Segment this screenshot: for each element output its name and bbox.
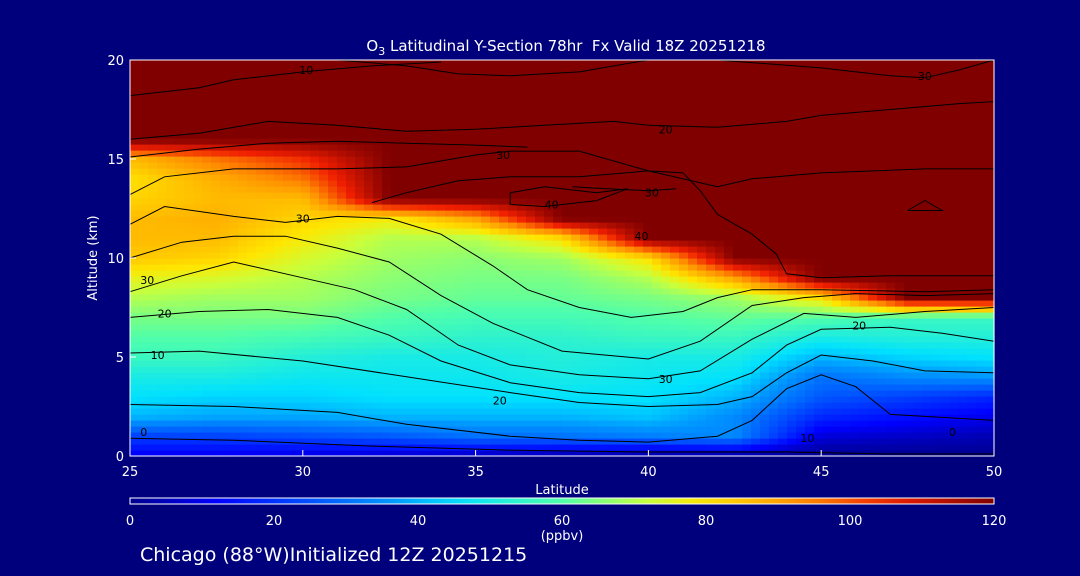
x-tick-label: 45 — [813, 465, 830, 480]
x-axis-label: Latitude — [535, 483, 589, 498]
contour-label: 0 — [949, 426, 956, 439]
contour-labels: 10 30 30 20 40 30 30 40 30 20 10 0 30 20 20 10 0 — [140, 64, 956, 445]
ozone-heatmap — [130, 60, 995, 457]
contour-line — [907, 200, 945, 211]
contour-label: 30 — [645, 187, 659, 200]
contour-label: 40 — [545, 199, 559, 212]
contour-line — [129, 61, 442, 97]
contour-label: 30 — [659, 373, 673, 386]
contour-line — [129, 101, 995, 140]
contour-line — [129, 205, 995, 318]
chart-title: O3 Latitudinal Y-Section 78hr Fx Valid 1… — [366, 37, 765, 58]
contour-label: 30 — [140, 274, 154, 287]
y-tick-label: 15 — [107, 153, 124, 168]
contour-line — [371, 170, 994, 279]
contour-label: 20 — [852, 319, 866, 332]
contour-label: 30 — [496, 149, 510, 162]
x-tick-label: 30 — [295, 465, 312, 480]
colorbar-tick-label: 0 — [126, 514, 134, 529]
x-axis-ticks: 25 30 35 40 45 50 — [122, 450, 1003, 480]
x-tick-label: 50 — [986, 465, 1003, 480]
contour-line — [129, 235, 995, 360]
colorbar-tick-label: 60 — [554, 514, 571, 529]
contour-label: 20 — [493, 395, 507, 408]
y-tick-label: 10 — [107, 252, 124, 267]
colorbar-tick-label: 100 — [838, 514, 863, 529]
y-axis-label: Altitude (km) — [86, 215, 101, 300]
y-tick-label: 5 — [116, 351, 124, 366]
contour-line — [129, 374, 995, 443]
contour-line — [129, 308, 995, 398]
contour-label: 10 — [151, 349, 165, 362]
footer-caption: Chicago (88°W)Initialized 12Z 20251215 — [140, 544, 527, 566]
contour-label: 30 — [918, 70, 932, 83]
colorbar-tick-label: 40 — [410, 514, 427, 529]
contour-line — [129, 350, 995, 408]
colorbar-units: (ppbv) — [541, 529, 584, 544]
contour-line — [129, 140, 528, 158]
contour-label: 20 — [158, 307, 172, 320]
colorbar-tick-label: 20 — [266, 514, 283, 529]
colorbar-ticks: 0 20 40 60 80 100 120 — [126, 514, 1007, 529]
contour-line — [572, 186, 677, 192]
contour-line — [509, 186, 628, 208]
x-tick-label: 35 — [467, 465, 484, 480]
colorbar-tick-label: 120 — [982, 514, 1007, 529]
contour-label: 20 — [659, 123, 673, 136]
x-tick-label: 40 — [640, 465, 657, 480]
contour-label: 40 — [635, 230, 649, 243]
contour-line — [129, 261, 995, 380]
x-tick-label: 25 — [122, 465, 139, 480]
contour-line — [129, 437, 994, 455]
y-tick-label: 20 — [107, 54, 124, 69]
contour-line — [129, 150, 994, 196]
colorbar-tick-label: 80 — [698, 514, 715, 529]
contour-line — [717, 59, 995, 79]
contour-label: 0 — [140, 426, 147, 439]
ozone-contours — [129, 59, 995, 455]
contour-label: 10 — [800, 432, 814, 445]
y-tick-label: 0 — [116, 450, 124, 465]
colorbar — [129, 497, 995, 505]
contour-label: 10 — [299, 64, 313, 77]
y-axis-ticks: 0 5 10 15 20 — [107, 54, 136, 465]
contour-label: 30 — [296, 212, 310, 225]
contour-line — [337, 59, 649, 77]
